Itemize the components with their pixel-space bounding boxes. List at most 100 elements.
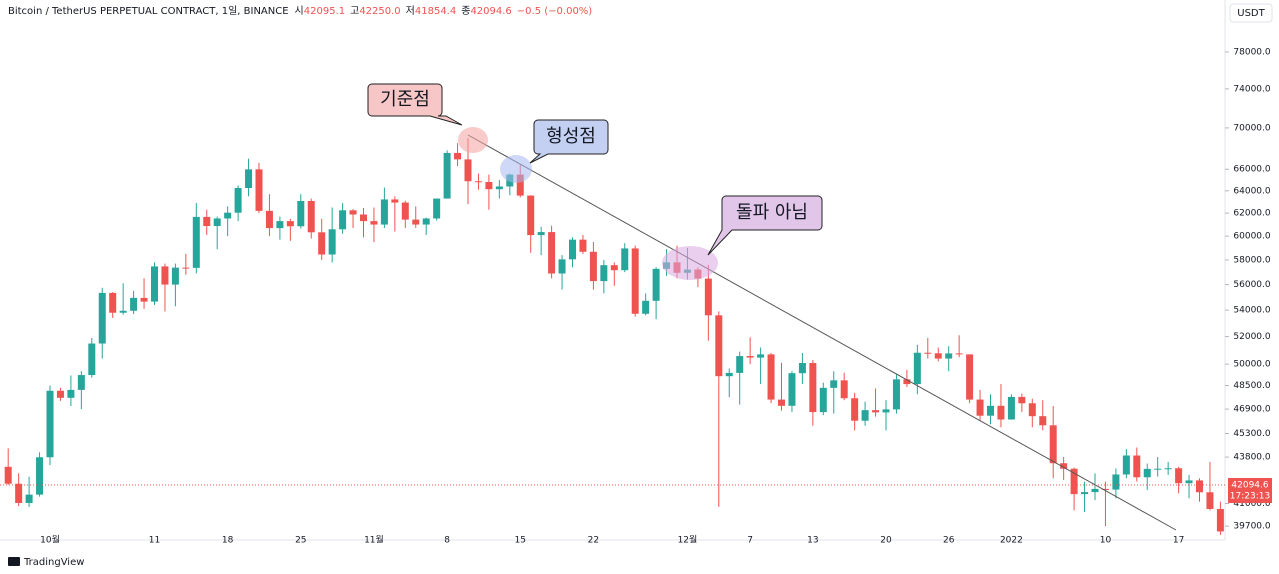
candle-body xyxy=(1175,468,1183,484)
candle-body xyxy=(286,221,294,227)
x-tick-label: 10월 xyxy=(40,534,60,546)
x-tick-label: 10 xyxy=(1100,536,1112,546)
candle-body xyxy=(913,352,921,385)
candle-body xyxy=(830,380,838,388)
countdown: 17:23:13 xyxy=(1230,491,1270,501)
candle-body xyxy=(401,202,409,220)
candle-body xyxy=(945,353,953,359)
y-tick-label: 48500.0 xyxy=(1233,381,1270,391)
candle-body xyxy=(1018,396,1026,404)
low-value: 41854.4 xyxy=(415,6,456,17)
highlight-pink xyxy=(458,127,488,153)
x-tick-label: 15 xyxy=(515,536,526,546)
candle-body xyxy=(454,152,462,160)
candle-body xyxy=(1143,468,1151,478)
candle-body xyxy=(736,356,744,373)
candle-body xyxy=(589,251,597,282)
candle-body xyxy=(715,315,723,377)
candle-body xyxy=(767,354,775,400)
candle-body xyxy=(380,199,388,225)
annotation: 기준점 xyxy=(380,89,430,110)
candle-body xyxy=(621,248,629,271)
candle-body xyxy=(88,343,96,376)
y-tick-label: 43800.0 xyxy=(1233,453,1270,463)
symbol: Bitcoin / TetherUS PERPETUAL CONTRACT, 1… xyxy=(8,5,289,17)
candle-body xyxy=(924,352,932,354)
candle-body xyxy=(77,375,85,390)
candle-body xyxy=(819,387,827,413)
candle-body xyxy=(130,297,138,311)
candle-body xyxy=(704,278,712,316)
candle-body xyxy=(600,265,608,282)
currency-button[interactable] xyxy=(1229,3,1273,23)
candle-body xyxy=(15,483,23,503)
high-label: 고 xyxy=(350,6,359,17)
candle-body xyxy=(25,494,33,503)
candle-body xyxy=(1196,480,1203,493)
x-tick-label: 11월 xyxy=(364,534,384,546)
candle-body xyxy=(537,232,545,236)
candle-body xyxy=(548,232,556,274)
y-tick-label: 66000.0 xyxy=(1233,165,1270,175)
candle-body xyxy=(997,405,1005,420)
candle-body xyxy=(391,199,399,203)
candle-body xyxy=(976,399,984,416)
plot-area xyxy=(4,138,1224,535)
candle-body xyxy=(1028,403,1036,417)
y-tick-label: 45300.0 xyxy=(1233,429,1270,439)
x-tick-label: 13 xyxy=(807,536,818,546)
x-tick-label: 8 xyxy=(444,536,450,546)
candle-body xyxy=(1122,455,1130,475)
candle-body xyxy=(1206,492,1214,509)
candle-body xyxy=(36,457,44,495)
candle-body xyxy=(861,410,869,421)
candle-body xyxy=(1039,416,1047,426)
candle-body xyxy=(840,380,848,399)
candle-body xyxy=(495,186,503,190)
y-tick-label: 58000.0 xyxy=(1233,255,1270,265)
candle-body xyxy=(1091,488,1099,493)
candle-body xyxy=(213,218,221,227)
candle-body xyxy=(610,265,618,271)
y-tick-label: 62000.0 xyxy=(1233,209,1270,219)
candle-body xyxy=(642,300,650,314)
highlight-purple xyxy=(662,246,718,280)
candle-body xyxy=(987,405,994,416)
candle-body xyxy=(318,232,326,255)
y-tick-label: 70000.0 xyxy=(1233,123,1270,133)
candle-body xyxy=(245,169,253,188)
candle-body xyxy=(98,292,106,344)
y-tick-label: 54000.0 xyxy=(1233,306,1270,316)
brand-logo xyxy=(8,557,20,566)
candle-body xyxy=(579,239,587,252)
currency-label: USDT xyxy=(1237,8,1265,19)
candle-body xyxy=(516,174,524,196)
candle-body xyxy=(882,409,890,413)
candle-body xyxy=(1007,396,1015,420)
candle-body xyxy=(56,390,64,398)
x-tick-label: 12월 xyxy=(678,534,698,546)
y-tick-label: 41000.0 xyxy=(1233,499,1270,509)
candle-body xyxy=(349,210,357,215)
last-price-tag xyxy=(1228,477,1272,503)
candle-body xyxy=(798,363,806,374)
candle-body xyxy=(265,210,273,229)
close-value: 42094.6 xyxy=(470,6,511,17)
candle-body xyxy=(255,169,263,211)
open-label: 시 xyxy=(295,5,304,17)
high-value: 42250.0 xyxy=(359,6,400,17)
y-tick-label: 60000.0 xyxy=(1233,232,1270,242)
candle-body xyxy=(558,259,566,274)
candle-body xyxy=(474,181,482,183)
candle-body xyxy=(464,159,472,182)
candle-body xyxy=(966,354,974,400)
x-tick-label: 17 xyxy=(1173,536,1184,546)
trend-line xyxy=(467,134,1177,531)
candle-body xyxy=(725,372,733,377)
x-tick-label: 20 xyxy=(880,536,892,546)
candle-body xyxy=(809,363,817,413)
annotation: 형성점 xyxy=(546,126,596,147)
brand: TradingView xyxy=(23,557,84,568)
x-tick-label: 7 xyxy=(747,536,753,546)
